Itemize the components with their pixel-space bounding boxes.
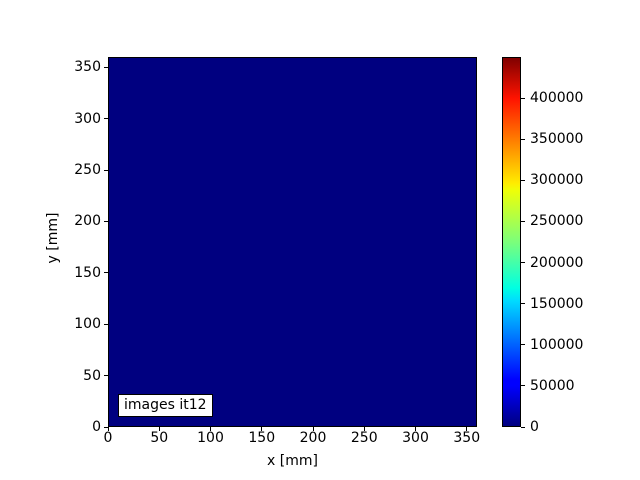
colorbar-tick-label: 0 <box>530 419 539 435</box>
x-tick-mark <box>466 427 468 431</box>
y-tick-label: 250 <box>74 162 101 179</box>
colorbar-tick-label: 400000 <box>530 90 584 107</box>
colorbar-tick-mark <box>521 303 525 305</box>
y-tick-mark <box>104 323 108 325</box>
colorbar-tick-mark <box>521 262 525 264</box>
colorbar-tick-mark <box>521 220 525 222</box>
y-tick-mark <box>104 272 108 274</box>
colorbar-tick-label: 350000 <box>530 131 584 148</box>
y-tick-mark <box>104 169 108 171</box>
x-tick-mark <box>312 427 314 431</box>
colorbar-tick-mark <box>521 426 525 428</box>
y-tick-mark <box>104 375 108 377</box>
x-tick-label: 300 <box>402 430 429 446</box>
x-tick-label: 350 <box>453 430 481 446</box>
colorbar-tick-mark <box>521 179 525 181</box>
y-tick-mark <box>104 118 108 120</box>
colorbar-tick-mark <box>521 97 525 99</box>
colorbar-tick-label: 300000 <box>530 172 584 189</box>
colorbar-tick-mark <box>521 138 525 140</box>
y-tick-label: 50 <box>83 367 101 384</box>
x-tick-label: 250 <box>350 430 378 446</box>
x-tick-label: 200 <box>299 430 327 446</box>
x-tick-label: 0 <box>103 430 113 446</box>
y-tick-label: 300 <box>74 110 101 127</box>
y-tick-label: 350 <box>74 59 101 76</box>
colorbar-tick-mark <box>521 344 525 346</box>
colorbar-tick-label: 150000 <box>530 295 584 312</box>
y-tick-label: 150 <box>74 264 101 281</box>
x-tick-mark <box>107 427 109 431</box>
y-tick-mark <box>104 220 108 222</box>
y-tick-label: 100 <box>74 316 101 333</box>
colorbar-tick-label: 200000 <box>530 254 584 271</box>
x-tick-label: 150 <box>248 430 276 446</box>
colorbar-tick-mark <box>521 385 525 387</box>
y-tick-mark <box>104 426 108 428</box>
x-tick-mark <box>363 427 365 431</box>
colorbar-tick-label: 100000 <box>530 336 584 353</box>
colorbar-tick-label: 250000 <box>530 213 584 230</box>
colorbar-tick-label: 50000 <box>530 377 575 394</box>
colorbar <box>502 57 521 427</box>
x-tick-mark <box>158 427 160 431</box>
annotation-box: images it12 <box>118 394 213 417</box>
x-tick-label: 100 <box>197 430 224 446</box>
heatmap-plot-area <box>108 57 477 427</box>
x-tick-mark <box>210 427 211 431</box>
y-tick-mark <box>104 66 108 68</box>
x-tick-label: 50 <box>150 430 169 446</box>
y-tick-label: 0 <box>92 419 101 435</box>
y-tick-label: 200 <box>74 213 101 230</box>
x-tick-mark <box>415 427 416 431</box>
x-axis-label: x [mm] <box>267 453 318 469</box>
x-tick-mark <box>261 427 263 431</box>
